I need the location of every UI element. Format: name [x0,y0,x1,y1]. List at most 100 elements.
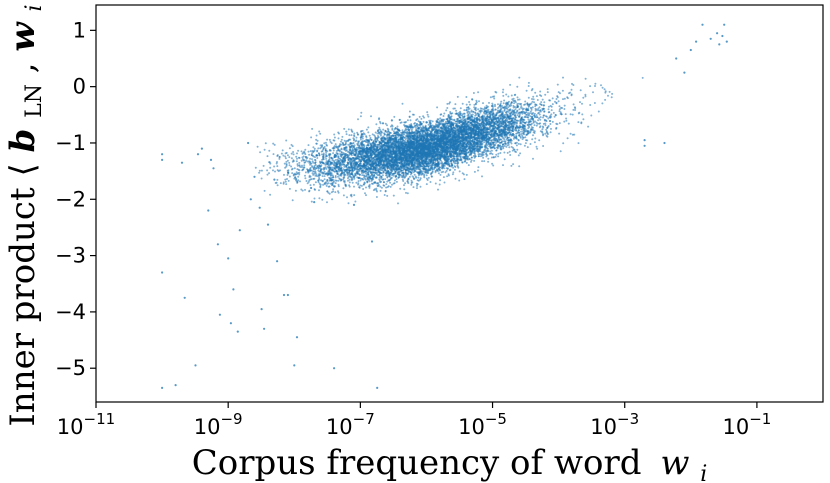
scatter-point [399,121,402,124]
scatter-point [337,137,340,140]
scatter-point [534,91,537,94]
scatter-point [315,134,318,137]
scatter-point [557,100,560,103]
scatter-point [489,141,492,144]
scatter-point [442,115,445,117]
scatter-point [285,139,288,142]
scatter-point [520,106,522,109]
scatter-point [502,147,505,150]
scatter-point [544,124,547,127]
scatter-point [347,143,350,146]
scatter-point [316,157,319,159]
scatter-point [314,159,317,162]
scatter-point [278,157,281,160]
scatter-point [579,89,582,92]
scatter-point [555,98,558,100]
scatter-point [304,177,307,180]
scatter-point [386,180,389,183]
scatter-point [447,173,450,176]
scatter-point [542,116,544,119]
scatter-point [443,167,446,170]
scatter-point [554,114,557,117]
scatter-point [452,166,455,169]
scatter-point [518,76,521,79]
scatter-point [482,156,485,159]
scatter-point [434,171,437,174]
scatter-point [319,144,322,147]
scatter-point [448,165,451,168]
scatter-point [347,128,350,131]
scatter-point [380,175,383,178]
scatter-point [514,108,517,111]
scatter-point [404,138,407,141]
scatter-point [491,162,494,165]
scatter-point [286,154,289,157]
scatter-point [334,176,337,179]
scatter-point [284,180,287,183]
scatter-point [371,133,374,136]
scatter-point [294,173,297,176]
scatter-point [331,198,334,201]
scatter-point [272,169,274,172]
scatter-point [325,157,328,160]
scatter-point [391,183,393,186]
scatter-point [280,152,283,155]
scatter-point [282,154,285,157]
scatter-point [559,150,562,153]
scatter-point [463,178,466,181]
scatter-point [520,102,522,105]
scatter-point [298,173,301,176]
scatter-point [465,161,468,164]
scatter-point [549,99,551,102]
scatter-point [547,117,550,120]
scatter-point [273,143,276,146]
scatter-point [465,103,468,106]
scatter-point [283,162,286,165]
scatter-point [538,117,541,120]
scatter-point [328,164,331,167]
scatter-point [475,99,478,102]
scatter-point [445,120,447,123]
scatter-point [337,191,340,194]
scatter-point [546,88,549,91]
scatter-point [519,143,522,146]
scatter-point [547,105,550,108]
scatter-point [439,117,442,120]
scatter-point [483,115,486,118]
scatter-point [347,179,349,182]
scatter-point [507,110,510,113]
scatter-point [539,94,541,97]
scatter-point [259,151,262,154]
scatter-point [532,129,535,132]
scatter-point [558,110,561,113]
scatter-point [308,190,311,193]
scatter-point [512,106,515,109]
scatter-point [581,113,584,116]
scatter-point [458,111,460,114]
scatter-point [379,134,382,137]
scatter-point [282,181,285,184]
scatter-point [423,174,426,177]
scatter-point [580,121,583,124]
scatter-point [425,183,428,186]
scatter-point [438,183,441,186]
scatter-point [545,119,547,122]
scatter-point [355,181,358,184]
scatter-point [355,136,358,139]
scatter-point [448,102,451,105]
scatter-point [364,140,367,143]
scatter-point [322,183,325,186]
scatter-point [511,130,514,133]
scatter-point [517,138,520,141]
scatter-point [298,161,301,164]
scatter-point [284,155,287,158]
scatter-point [378,145,381,148]
scatter-point [295,171,298,174]
scatter-point [256,145,259,148]
scatter-point [412,186,415,189]
scatter-point [454,177,457,180]
scatter-point [518,116,521,118]
scatter-point [518,165,521,168]
scatter-point [486,113,489,116]
